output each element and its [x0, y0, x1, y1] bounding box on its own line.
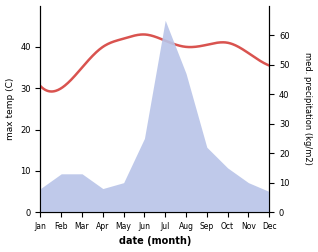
Y-axis label: max temp (C): max temp (C): [5, 78, 15, 140]
Y-axis label: med. precipitation (kg/m2): med. precipitation (kg/m2): [303, 52, 313, 165]
X-axis label: date (month): date (month): [119, 236, 191, 246]
